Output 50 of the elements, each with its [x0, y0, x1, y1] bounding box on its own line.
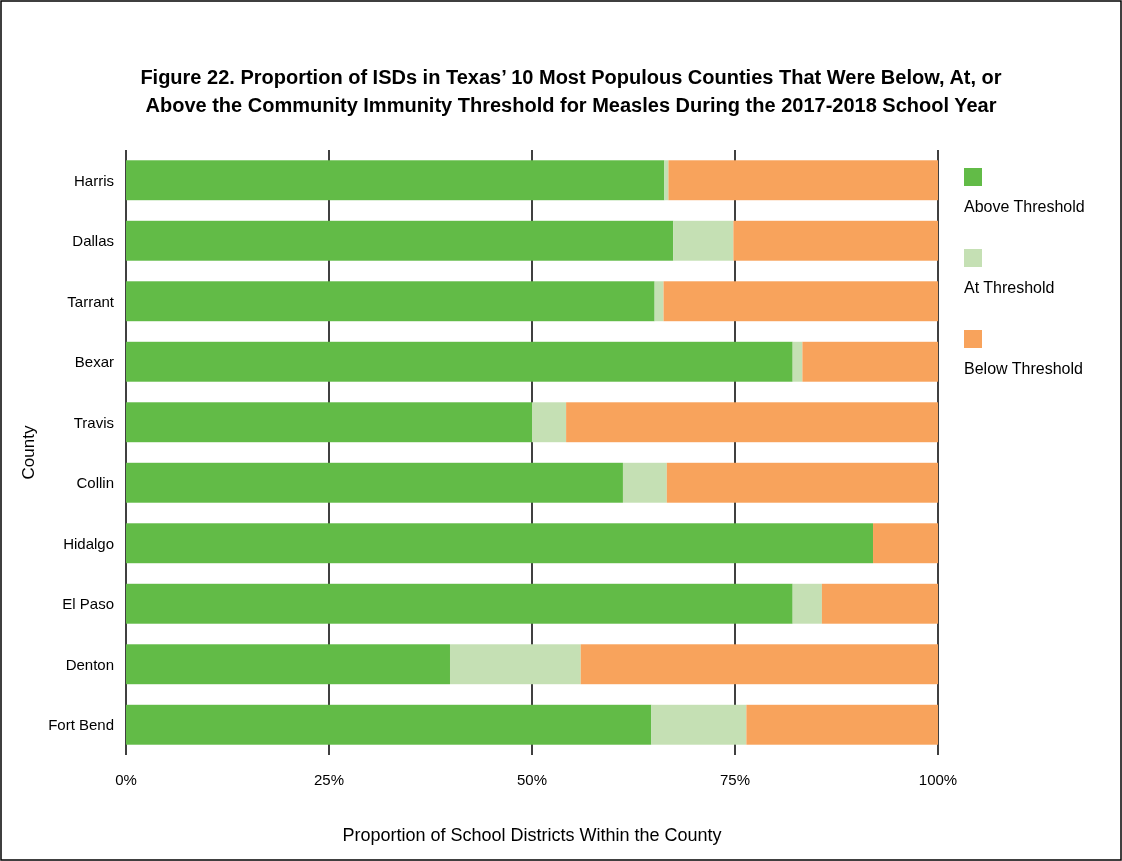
bar — [126, 523, 874, 564]
bar — [802, 341, 938, 382]
x-axis-title: Proportion of School Districts Within the County — [342, 825, 722, 845]
bar — [792, 341, 803, 382]
legend-label: At Threshold — [964, 279, 1055, 296]
bar — [449, 644, 581, 685]
x-tick-label: 0% — [115, 771, 137, 788]
bar — [126, 341, 793, 382]
bar — [673, 220, 734, 261]
bar — [566, 402, 938, 443]
bar — [733, 220, 938, 261]
bar — [792, 583, 822, 624]
bar — [663, 281, 938, 322]
bar — [580, 644, 938, 685]
x-tick-label: 50% — [516, 771, 548, 788]
y-tick-label: Dallas — [72, 232, 114, 249]
bar — [668, 160, 938, 201]
bar — [821, 583, 938, 624]
bar — [126, 160, 665, 201]
y-tick-label: Fort Bend — [48, 716, 114, 733]
y-tick-label: Denton — [65, 655, 114, 673]
bar — [873, 523, 938, 564]
bar — [126, 704, 652, 745]
bar — [126, 462, 623, 503]
x-tick-label: 25% — [313, 771, 345, 788]
chart-title: Figure 22. Proportion of ISDs in Texas’ 10 Most Populous Counties That Were Below, At, or Above the Community Immunity Threshold for Measles During the 2017-2018 School Year — [140, 66, 1002, 116]
y-tick-label: Bexar — [74, 353, 114, 370]
bar — [746, 704, 938, 745]
x-tick-label: 75% — [719, 771, 751, 788]
y-tick-label: Hidalgo — [63, 534, 114, 552]
y-axis-title: County — [19, 425, 38, 480]
bar — [126, 583, 793, 624]
bar — [654, 281, 664, 322]
bar — [126, 402, 532, 443]
bar — [126, 281, 655, 322]
bar — [666, 462, 938, 503]
bar — [126, 220, 674, 261]
y-tick-label: Harris — [74, 171, 114, 189]
y-tick-label: Travis — [73, 413, 114, 431]
y-tick-label: El Paso — [62, 595, 114, 612]
bar — [126, 644, 450, 685]
bar — [664, 160, 669, 201]
bar — [651, 704, 747, 745]
bar — [532, 402, 567, 443]
y-tick-label: Collin — [76, 474, 114, 491]
legend-label: Below Threshold — [964, 360, 1083, 377]
legend-label: Above Threshold — [964, 198, 1085, 215]
y-tick-label: Tarrant — [67, 292, 115, 310]
bar — [622, 462, 667, 503]
x-tick-label: 100% — [918, 771, 958, 788]
